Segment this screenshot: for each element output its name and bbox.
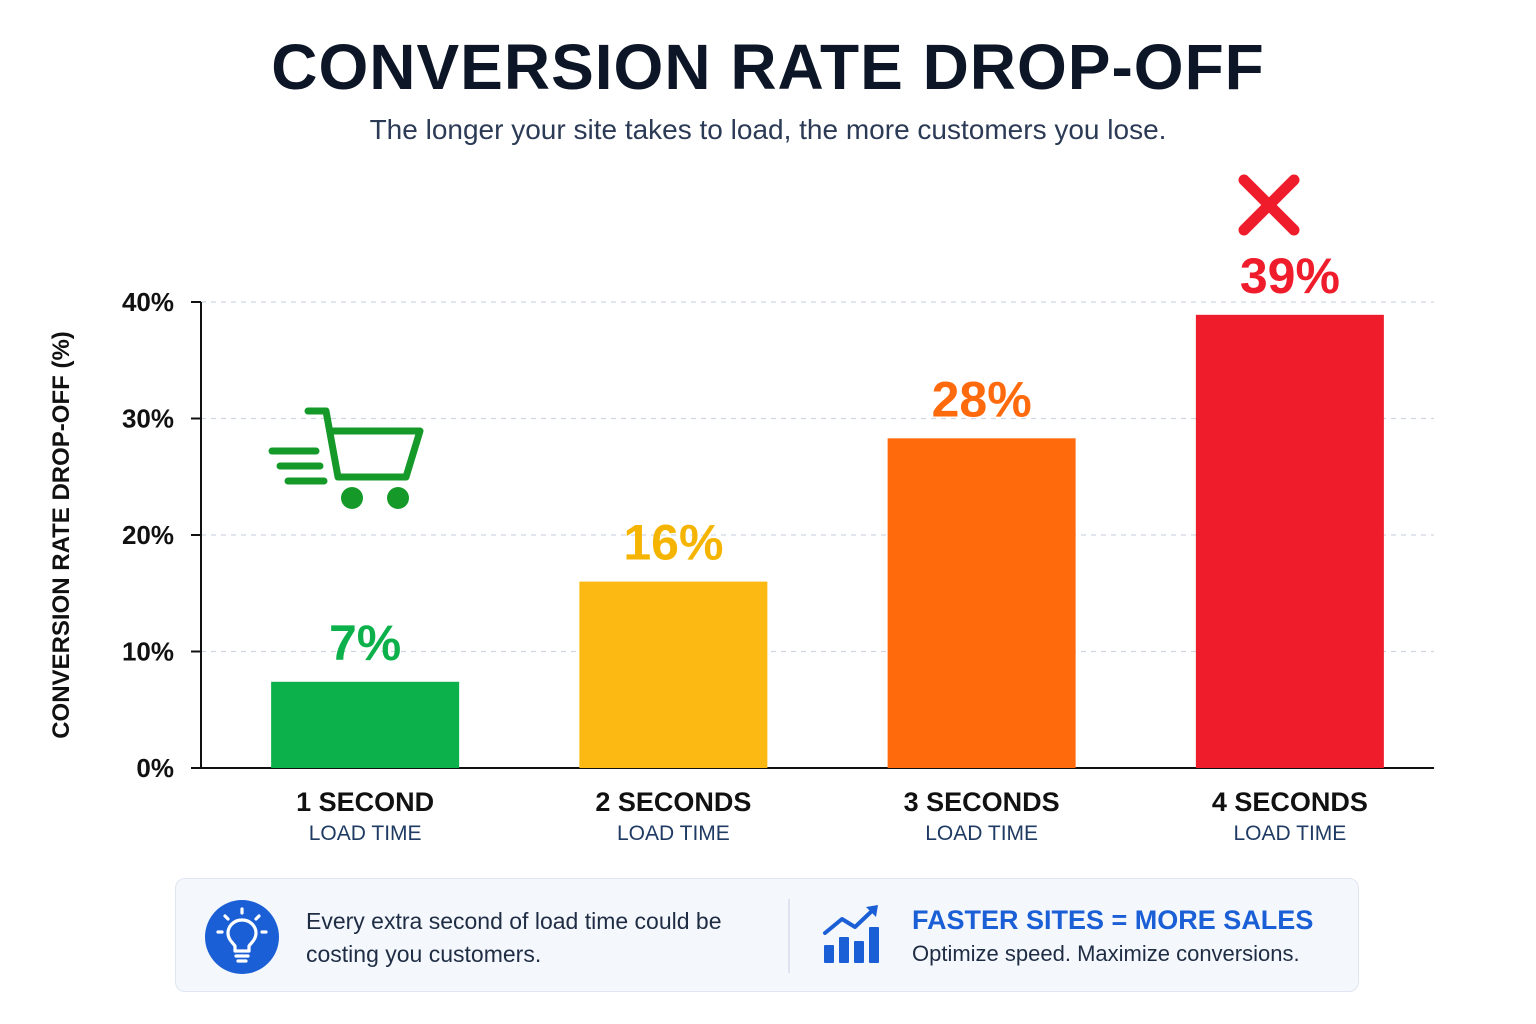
bar — [1195, 314, 1384, 768]
tip-text: Every extra second of load time could be… — [306, 908, 722, 967]
x-tick-sublabel: LOAD TIME — [617, 822, 730, 845]
x-tick-label: 2 SECONDS — [595, 787, 751, 817]
x-tick-label: 3 SECONDS — [904, 787, 1060, 817]
shopping-cart-icon — [268, 407, 424, 509]
lightbulb-icon — [205, 900, 279, 974]
data-label: 7% — [329, 615, 401, 671]
y-axis-label: CONVERSION RATE DROP-OFF (%) — [48, 331, 75, 739]
growth-chart-icon — [823, 905, 879, 963]
footer-callout: Every extra second of load time could be… — [175, 878, 1359, 992]
bar — [579, 581, 768, 768]
bar — [271, 681, 460, 768]
y-tick-label: 10% — [122, 637, 174, 667]
x-mark-icon — [1238, 174, 1300, 236]
y-tick-label: 0% — [136, 753, 174, 783]
bar — [887, 438, 1076, 768]
cta-subtitle: Optimize speed. Maximize conversions. — [912, 941, 1300, 966]
chart-subtitle: The longer your site takes to load, the … — [369, 114, 1167, 145]
y-tick-label: 20% — [122, 520, 174, 550]
x-tick-sublabel: LOAD TIME — [925, 822, 1038, 845]
chart-title: CONVERSION RATE DROP-OFF — [271, 31, 1265, 103]
x-tick-label: 1 SECOND — [296, 787, 434, 817]
data-label: 16% — [623, 515, 723, 571]
y-tick-label: 40% — [122, 287, 174, 317]
data-label: 39% — [1240, 248, 1340, 304]
data-label: 28% — [932, 371, 1032, 427]
cta-title: FASTER SITES = MORE SALES — [912, 905, 1314, 935]
y-tick-label: 30% — [122, 404, 174, 434]
bar-chart: 0% 10% 20% 30% 40% CONVERSION RATE DROP-OFF … — [48, 174, 1434, 845]
x-tick-sublabel: LOAD TIME — [1233, 822, 1346, 845]
x-tick-sublabel: LOAD TIME — [309, 822, 422, 845]
divider — [788, 899, 790, 973]
x-tick-label: 4 SECONDS — [1212, 787, 1368, 817]
